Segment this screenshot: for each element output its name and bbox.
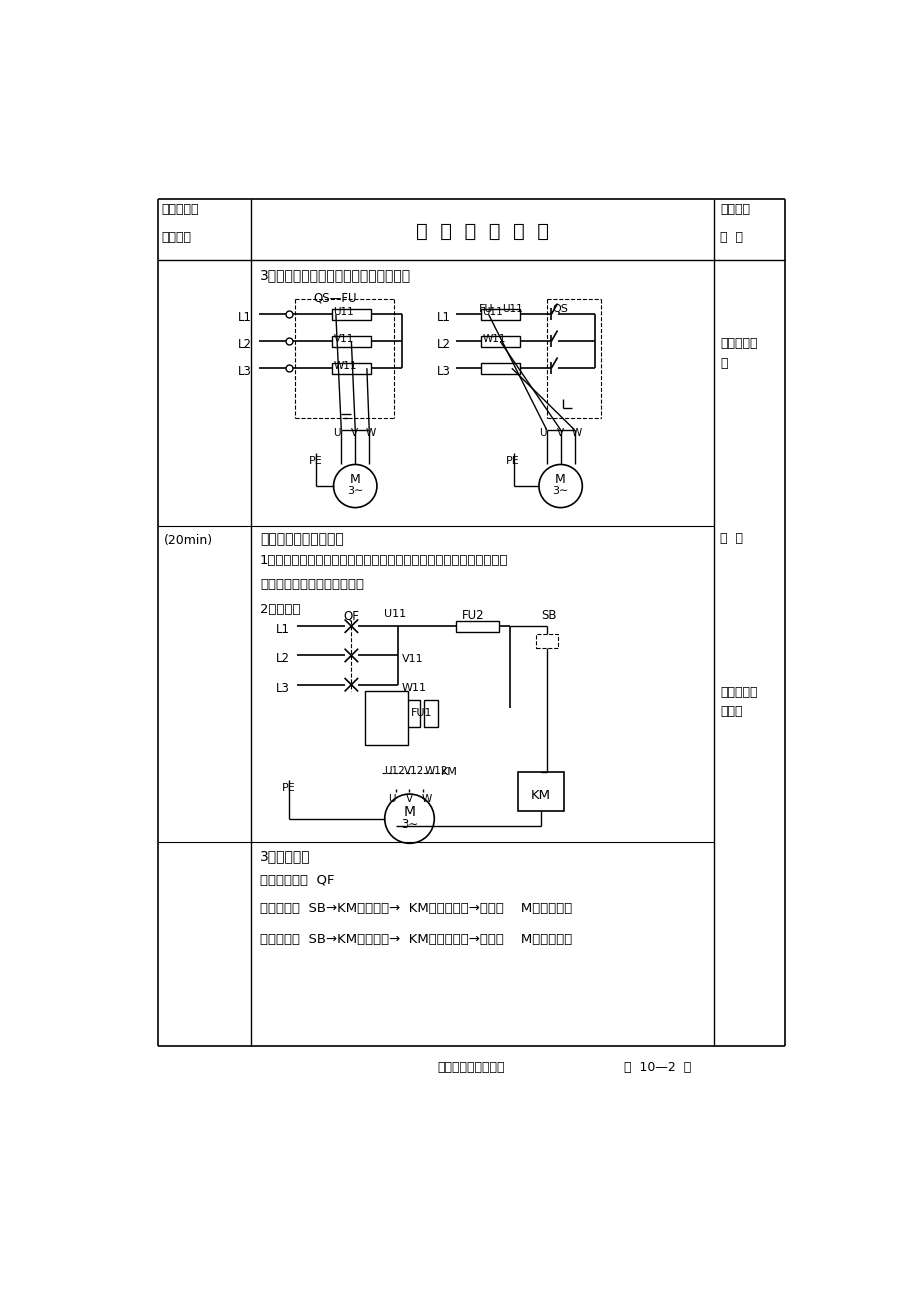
Bar bbox=[424, 700, 437, 728]
Text: 3：用负荷开关、组合开关控制的电路图: 3：用负荷开关、组合开关控制的电路图 bbox=[260, 269, 411, 282]
Text: 动机就失电停转的控制方法。: 动机就失电停转的控制方法。 bbox=[260, 579, 364, 592]
Text: FU2: FU2 bbox=[461, 609, 484, 622]
Text: 3∼: 3∼ bbox=[551, 485, 568, 496]
Bar bbox=[481, 363, 519, 374]
Text: 时间分配: 时间分配 bbox=[162, 231, 191, 244]
Text: L3: L3 bbox=[275, 682, 289, 695]
Bar bbox=[332, 363, 370, 374]
Text: KM: KM bbox=[530, 789, 550, 802]
Text: M: M bbox=[403, 805, 415, 819]
Text: L1: L1 bbox=[437, 312, 450, 325]
Text: U: U bbox=[539, 428, 546, 438]
Text: W: W bbox=[571, 428, 581, 438]
Bar bbox=[365, 691, 407, 745]
Text: QF: QF bbox=[344, 609, 359, 622]
Text: W11: W11 bbox=[334, 361, 357, 372]
Text: 第  10—2  页: 第 10—2 页 bbox=[623, 1061, 690, 1074]
Bar bbox=[481, 309, 519, 319]
Text: 江苏省扬州技师学院: 江苏省扬州技师学院 bbox=[437, 1061, 505, 1074]
Text: 主  要  教  学  内  容: 主 要 教 学 内 容 bbox=[415, 222, 549, 241]
Text: 3∼: 3∼ bbox=[346, 485, 363, 496]
Text: L1: L1 bbox=[237, 312, 251, 325]
Text: 示: 示 bbox=[720, 357, 727, 369]
Text: W: W bbox=[366, 428, 376, 438]
Bar bbox=[332, 336, 370, 347]
Text: W12: W12 bbox=[425, 765, 448, 776]
Text: PE: PE bbox=[505, 456, 519, 466]
Text: V11: V11 bbox=[402, 653, 423, 664]
Text: 教学过程及: 教学过程及 bbox=[162, 203, 199, 216]
Text: U11: U11 bbox=[482, 308, 503, 317]
Text: V12: V12 bbox=[403, 765, 424, 776]
Text: 停转：松开  SB→KM线圈失电→  KM主触头断开→电动机    M失电停转；: 停转：松开 SB→KM线圈失电→ KM主触头断开→电动机 M失电停转； bbox=[260, 932, 572, 945]
Text: U11: U11 bbox=[334, 308, 354, 317]
Text: KM: KM bbox=[440, 767, 457, 777]
Text: U11: U11 bbox=[383, 609, 405, 619]
Text: L3: L3 bbox=[237, 365, 251, 378]
Bar bbox=[406, 700, 420, 728]
Text: L2: L2 bbox=[437, 338, 450, 351]
Text: W11: W11 bbox=[482, 334, 505, 344]
Text: (20min): (20min) bbox=[164, 533, 212, 546]
Bar bbox=[535, 634, 557, 648]
Bar bbox=[517, 772, 564, 811]
Text: M: M bbox=[349, 473, 360, 486]
Text: V: V bbox=[405, 794, 413, 805]
Text: 边画图边详: 边画图边详 bbox=[720, 686, 757, 699]
Text: 细讲解: 细讲解 bbox=[720, 705, 742, 719]
Text: FU1: FU1 bbox=[411, 708, 432, 717]
Text: U11: U11 bbox=[502, 304, 523, 313]
Bar bbox=[332, 309, 370, 319]
Text: PE: PE bbox=[309, 456, 323, 466]
Text: 演示电路演: 演示电路演 bbox=[720, 338, 757, 351]
Text: 教学方法: 教学方法 bbox=[720, 203, 750, 216]
Circle shape bbox=[384, 794, 434, 844]
Text: 3∼: 3∼ bbox=[401, 819, 417, 832]
Text: SB: SB bbox=[540, 609, 556, 622]
Text: U12: U12 bbox=[383, 765, 404, 776]
Text: V: V bbox=[351, 428, 358, 438]
Text: 运  用: 运 用 bbox=[720, 231, 743, 244]
Text: U: U bbox=[334, 428, 341, 438]
Text: PE: PE bbox=[281, 784, 295, 793]
Text: 2：电路图: 2：电路图 bbox=[260, 602, 301, 615]
Text: L2: L2 bbox=[275, 652, 289, 665]
Text: 3：工作原理: 3：工作原理 bbox=[260, 849, 311, 863]
Text: W: W bbox=[422, 794, 432, 805]
Text: 二：点动正转控制线路: 二：点动正转控制线路 bbox=[260, 532, 344, 546]
Bar bbox=[456, 621, 498, 631]
Text: QS—FU: QS—FU bbox=[313, 291, 357, 304]
Text: QS: QS bbox=[552, 304, 568, 313]
Text: V11: V11 bbox=[334, 334, 354, 344]
Text: 启动：按下  SB→KM线圈得电→  KM主触头闭合→电动机    M得电运转；: 启动：按下 SB→KM线圈得电→ KM主触头闭合→电动机 M得电运转； bbox=[260, 902, 572, 915]
Text: V: V bbox=[556, 428, 563, 438]
Text: M: M bbox=[555, 473, 565, 486]
Text: FU: FU bbox=[479, 304, 494, 313]
Circle shape bbox=[334, 464, 377, 507]
Text: 1：点动的定义：所谓点动就是按下按鈕电动机得电运转，松开按鈕电: 1：点动的定义：所谓点动就是按下按鈕电动机得电运转，松开按鈕电 bbox=[260, 554, 508, 567]
Text: L2: L2 bbox=[237, 338, 251, 351]
Text: W11: W11 bbox=[402, 683, 426, 694]
Text: 合上电源开关  QF: 合上电源开关 QF bbox=[260, 874, 335, 887]
Text: L1: L1 bbox=[275, 623, 289, 636]
Text: L3: L3 bbox=[437, 365, 450, 378]
Text: 板  书: 板 书 bbox=[720, 532, 743, 545]
Bar bbox=[388, 700, 403, 728]
Bar bbox=[481, 336, 519, 347]
Circle shape bbox=[539, 464, 582, 507]
Text: U: U bbox=[388, 794, 395, 805]
